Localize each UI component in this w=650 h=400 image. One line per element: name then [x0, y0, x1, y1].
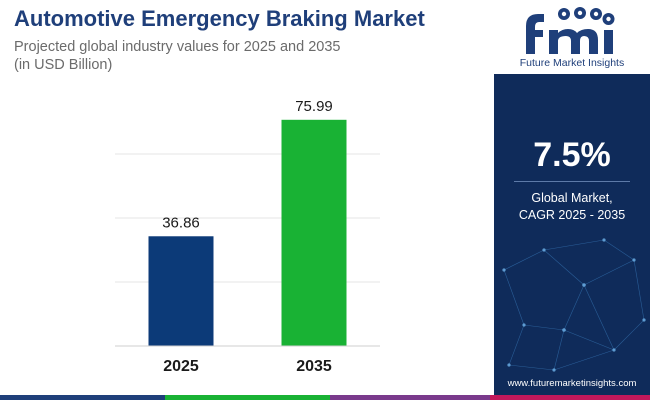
cagr-label: Global Market, CAGR 2025 - 2035: [494, 190, 650, 224]
page-subtitle: Projected global industry values for 202…: [14, 38, 340, 74]
fmi-logo-icon: [526, 7, 615, 54]
bar-2035: [281, 119, 347, 346]
divider: [514, 181, 630, 182]
logo-text: Future Market Insights: [519, 57, 625, 69]
data-label-2025: 36.86: [162, 214, 200, 231]
side-panel: Future Market Insights 7.5% Global Marke…: [494, 0, 650, 400]
cagr-label-line-1: Global Market,: [531, 191, 613, 205]
logo: Future Market Insights: [494, 0, 650, 74]
subtitle-line-2: (in USD Billion): [14, 57, 113, 73]
bar-2025: [148, 236, 214, 346]
bottom-bar-segment-2: [165, 395, 330, 400]
x-tick-label-2025: 2025: [163, 358, 199, 375]
bottom-bar-segment-4: [490, 395, 650, 400]
website-url: www.futuremarketinsights.com: [507, 378, 637, 389]
x-tick-label-2035: 2035: [296, 358, 332, 375]
cagr-label-line-2: CAGR 2025 - 2035: [518, 208, 626, 222]
subtitle-line-1: Projected global industry values for 202…: [14, 39, 341, 55]
network-decoration: [502, 238, 646, 372]
page-title: Automotive Emergency Braking Market: [14, 6, 425, 31]
cagr-value: 7.5%: [533, 136, 611, 174]
bar-chart: 36.86 2025 75.99 2035: [115, 98, 380, 375]
bottom-bar-segment-3: [330, 395, 490, 400]
data-label-2035: 75.99: [295, 98, 333, 115]
bottom-bar-segment-1: [0, 395, 165, 400]
